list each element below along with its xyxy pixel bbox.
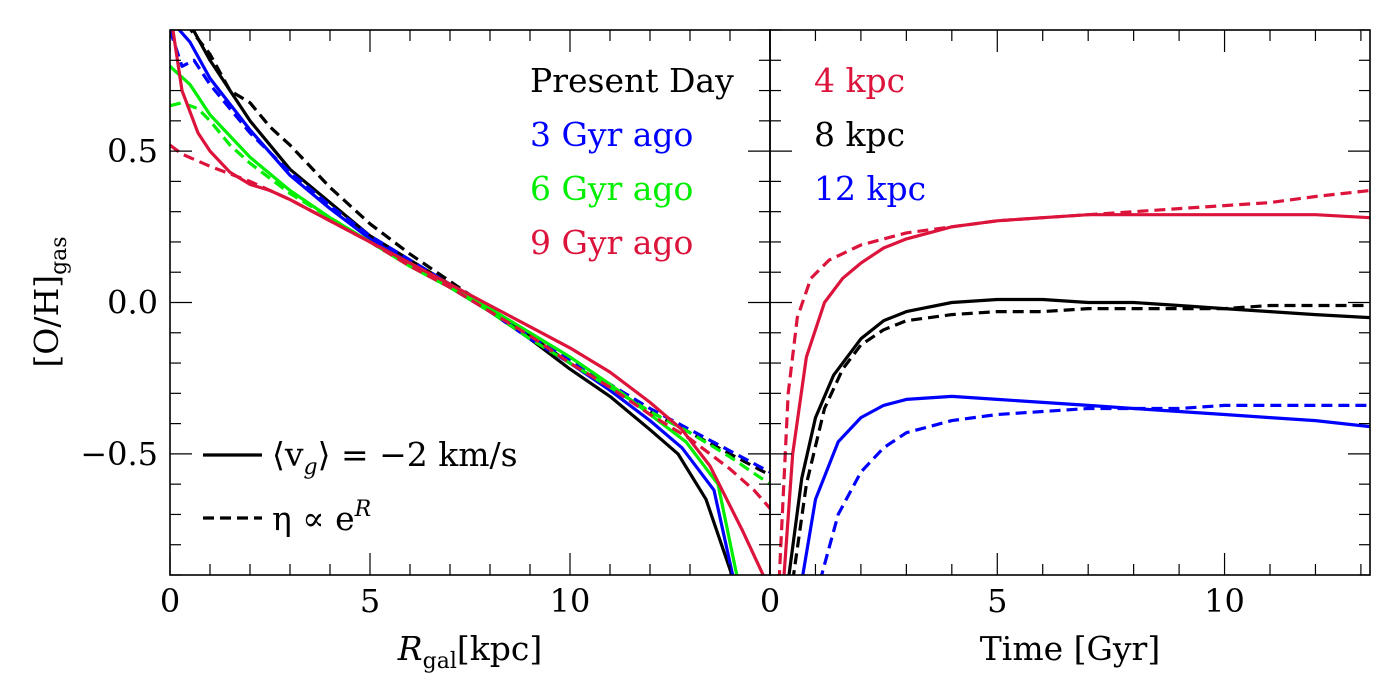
right-series-12-kpc-dashed (820, 403, 1370, 575)
left-series-3-gyr-ago-dashed (170, 30, 770, 474)
right-x-tick-label: 10 (1204, 582, 1245, 620)
style-legend: ⟨vg⟩ = −2 km/s η ∝ eR (203, 435, 518, 538)
right-x-tick-label: 5 (987, 582, 1007, 620)
radius-legend-item: 12 kpc (814, 169, 926, 208)
left-panel (169, 29, 771, 576)
left-series-present-day-solid (191, 30, 734, 575)
right-series-group (777, 188, 1370, 575)
legend-solid-label: ⟨vg⟩ = −2 km/s (272, 435, 518, 480)
left-x-axis-label: Rgal[kpc] (397, 629, 542, 674)
left-x-tick-label: 0 (160, 582, 180, 620)
left-x-tick-label: 10 (550, 582, 591, 620)
tick-labels-group: 0 5 10 0 5 10 −0.5 0.0 0.5 (80, 132, 1245, 620)
right-plot-frame (769, 29, 1371, 576)
right-panel (769, 29, 1371, 576)
time-legend-item: 6 Gyr ago (530, 169, 693, 208)
right-series-8-kpc-solid (787, 297, 1370, 575)
y-tick-label: −0.5 (80, 435, 158, 473)
right-x-tick-label: 0 (760, 582, 780, 620)
right-x-axis-label: Time [Gyr] (980, 629, 1160, 668)
left-ticks-group (169, 29, 771, 576)
y-axis-label: [O/H]gas (27, 236, 72, 367)
time-legend: Present Day 3 Gyr ago 6 Gyr ago 9 Gyr ago (530, 61, 734, 262)
left-x-tick-label: 5 (360, 582, 380, 620)
left-series-group (170, 30, 770, 575)
left-series-9-gyr-ago-solid (171, 30, 765, 575)
time-legend-item: 9 Gyr ago (530, 223, 693, 262)
right-series-12-kpc-solid (801, 394, 1370, 575)
radius-legend: 4 kpc 8 kpc 12 kpc (814, 61, 926, 208)
y-tick-label: 0.0 (107, 284, 158, 322)
legend-dashed-label: η ∝ eR (272, 497, 371, 538)
y-tick-label: 0.5 (107, 132, 158, 170)
right-series-4-kpc-solid (782, 213, 1370, 575)
right-series-8-kpc-dashed (791, 303, 1370, 575)
time-legend-item: 3 Gyr ago (530, 115, 693, 154)
left-plot-frame (169, 29, 771, 576)
radius-legend-item: 8 kpc (814, 115, 905, 154)
left-series-3-gyr-ago-solid (177, 30, 735, 575)
left-series-6-gyr-ago-dashed (170, 101, 770, 486)
radius-legend-item: 4 kpc (814, 61, 905, 100)
right-series-4-kpc-dashed (777, 188, 1370, 575)
time-legend-item: Present Day (530, 61, 734, 100)
